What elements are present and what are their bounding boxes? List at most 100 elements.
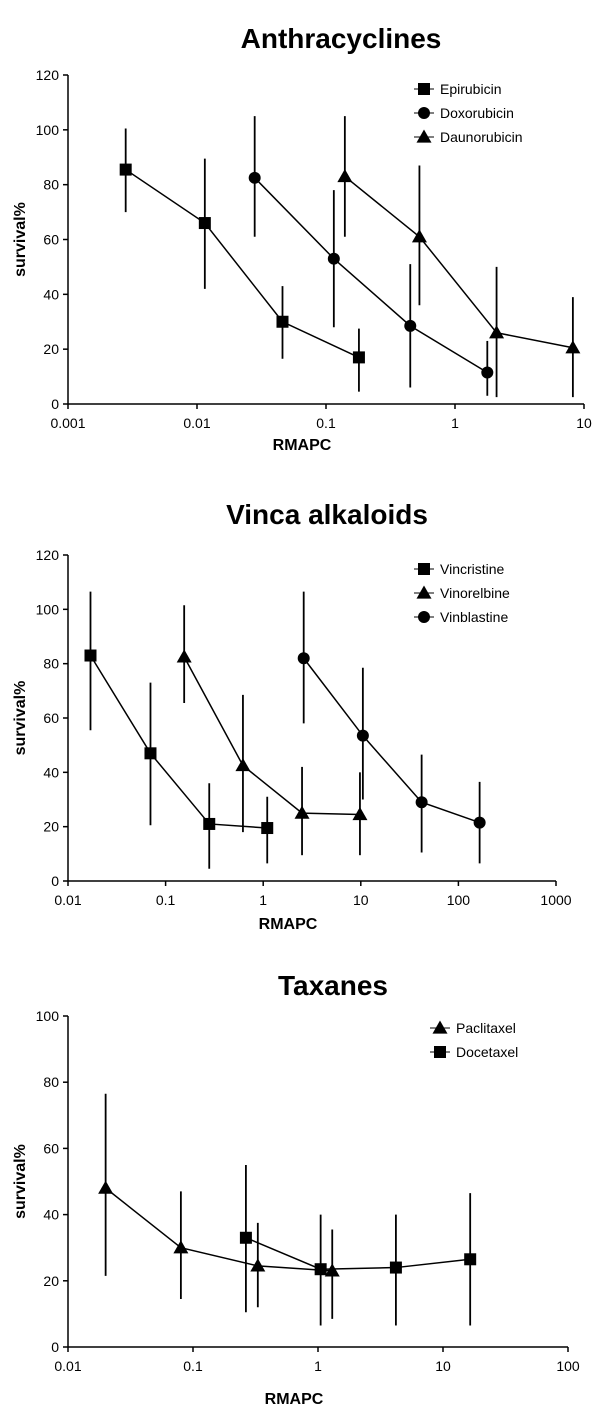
legend-marker-triangle [416, 585, 432, 599]
x-tick-label: 100 [447, 892, 471, 908]
data-point-circle [327, 252, 340, 265]
data-point-square [144, 747, 157, 760]
legend-marker-square [434, 1046, 446, 1058]
x-tick-label: 10 [576, 415, 592, 431]
x-axis-label: RMAPC [259, 916, 318, 933]
y-tick-label: 0 [51, 873, 59, 889]
y-tick-label: 120 [36, 547, 60, 563]
y-tick-label: 0 [51, 396, 59, 412]
legend-marker-triangle [432, 1020, 448, 1034]
legend-label: Paclitaxel [456, 1020, 516, 1036]
data-point-square [464, 1253, 477, 1266]
data-point-triangle [489, 325, 505, 339]
data-point-triangle [337, 168, 353, 183]
y-tick-label: 20 [43, 819, 59, 835]
y-tick-label: 100 [36, 601, 60, 617]
data-point-triangle [294, 805, 310, 819]
data-point-square [314, 1263, 327, 1276]
series-line [105, 1187, 333, 1272]
y-tick-label: 0 [51, 1339, 59, 1355]
legend-marker-square [418, 83, 430, 95]
series-line [303, 657, 480, 824]
legend-item: Docetaxel [430, 1044, 518, 1060]
data-point-circle [404, 319, 417, 332]
data-point-triangle [235, 758, 251, 772]
legend-label: Vincristine [440, 561, 505, 577]
x-tick-label: 1 [259, 892, 267, 908]
y-tick-label: 80 [43, 1074, 59, 1090]
x-tick-label: 0.001 [50, 415, 85, 431]
data-point-square [198, 217, 211, 230]
data-point-circle [415, 796, 428, 809]
legend-label: Vinorelbine [440, 585, 510, 601]
x-tick-label: 10 [353, 892, 369, 908]
x-tick-label: 1 [451, 415, 459, 431]
x-tick-label: 0.01 [183, 415, 210, 431]
y-axis-label: survival% [12, 202, 29, 277]
y-axis-label: survival% [12, 681, 29, 756]
y-tick-label: 40 [43, 286, 59, 302]
legend-item: Vincristine [414, 561, 505, 577]
y-tick-label: 100 [36, 122, 60, 138]
legend-item: Doxorubicin [414, 105, 514, 121]
legend-item: Vinorelbine [414, 585, 510, 601]
x-tick-label: 1000 [540, 892, 571, 908]
legend-label: Doxorubicin [440, 105, 514, 121]
y-tick-label: 80 [43, 656, 59, 672]
series-line [344, 175, 574, 349]
series-line [183, 656, 360, 816]
legend-item: Epirubicin [414, 81, 501, 97]
series-vincristine [84, 591, 274, 869]
data-point-circle [473, 816, 486, 829]
x-tick-label: 0.01 [54, 1358, 81, 1374]
series-doxorubicin [248, 116, 494, 396]
legend-item: Paclitaxel [430, 1020, 516, 1036]
data-point-triangle [324, 1263, 340, 1277]
y-tick-label: 60 [43, 232, 59, 248]
chart-panel-2: Vinca alkaloids 0 20 40 60 80 100 120 0.01 0.1 1 10… [12, 499, 572, 933]
y-tick-label: 100 [36, 1008, 60, 1024]
y-tick-label: 60 [43, 710, 59, 726]
series-epirubicin [119, 128, 365, 392]
chart-title: Vinca alkaloids [226, 499, 428, 530]
x-tick-label: 100 [556, 1358, 580, 1374]
data-point-square [389, 1261, 402, 1274]
series-daunorubicin [337, 116, 581, 398]
data-point-circle [356, 729, 369, 742]
legend-marker-circle [418, 107, 430, 119]
series-line [125, 168, 360, 359]
legend-label: Vinblastine [440, 609, 508, 625]
y-tick-label: 20 [43, 341, 59, 357]
y-tick-label: 120 [36, 67, 60, 83]
x-tick-label: 0.1 [156, 892, 176, 908]
series-vinblastine [297, 591, 486, 864]
data-point-triangle [173, 1240, 189, 1254]
legend-marker-square [418, 563, 430, 575]
legend-label: Docetaxel [456, 1044, 518, 1060]
y-axis-label: survival% [12, 1144, 29, 1219]
data-point-square [84, 649, 97, 662]
legend-label: Epirubicin [440, 81, 501, 97]
data-point-triangle [411, 229, 427, 243]
x-tick-label: 10 [435, 1358, 451, 1374]
chart-title: Taxanes [278, 970, 388, 1001]
series-line [245, 1237, 471, 1270]
series-vinorelbine [176, 605, 368, 856]
data-point-circle [248, 171, 261, 184]
legend-item: Daunorubicin [414, 129, 523, 145]
data-point-circle [481, 366, 494, 379]
data-point-triangle [98, 1180, 114, 1194]
chart-title: Anthracyclines [241, 23, 442, 54]
series-line [254, 177, 488, 374]
y-tick-label: 20 [43, 1273, 59, 1289]
data-point-triangle [565, 340, 581, 354]
x-tick-label: 0.1 [183, 1358, 203, 1374]
legend-item: Vinblastine [414, 609, 508, 625]
y-tick-label: 80 [43, 177, 59, 193]
series-paclitaxel [98, 1093, 340, 1319]
data-point-square [352, 351, 365, 364]
data-point-triangle [250, 1258, 266, 1272]
chart-panel-1: Anthracyclines 0 20 40 60 80 100 120 0.001 0.01 0.… [12, 23, 592, 454]
data-point-triangle [352, 806, 368, 821]
